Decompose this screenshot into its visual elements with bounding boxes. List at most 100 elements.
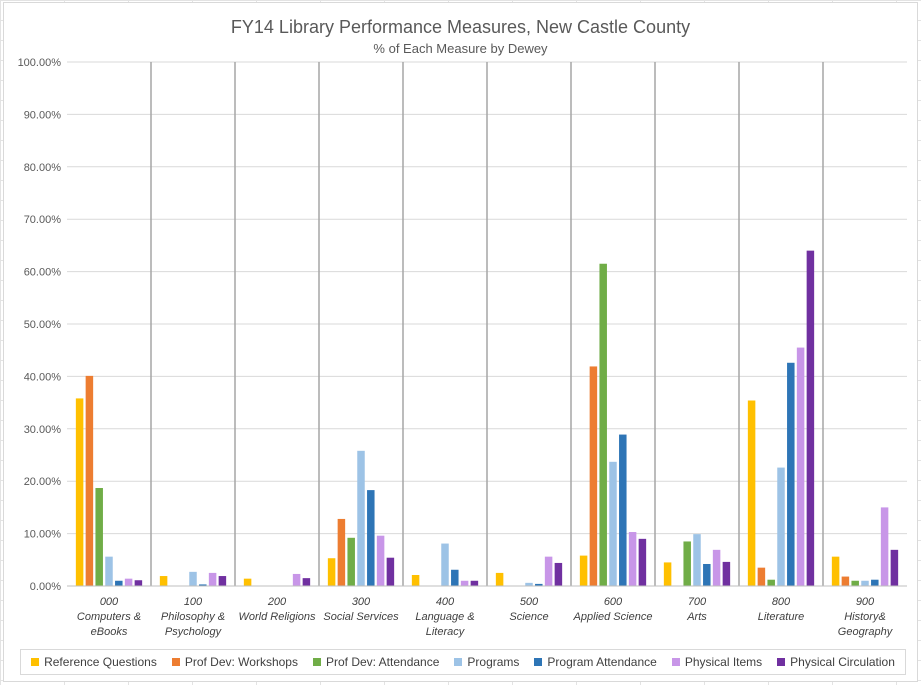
- bar: [411, 574, 420, 586]
- bar: [85, 375, 94, 586]
- x-tick-label: Computers &: [77, 611, 141, 623]
- bar: [451, 569, 459, 586]
- bar: [851, 580, 859, 586]
- bar: [579, 555, 588, 586]
- x-tick-label: Literature: [758, 611, 804, 623]
- bar: [663, 562, 672, 586]
- bar: [525, 582, 533, 586]
- bar: [105, 556, 113, 586]
- bar: [470, 580, 479, 586]
- x-tick-label: 000: [100, 596, 119, 608]
- y-tick-label: 0.00%: [30, 581, 61, 593]
- chart-title: FY14 Library Performance Measures, New C…: [230, 17, 691, 37]
- legend-item: Physical Circulation: [777, 655, 895, 669]
- bar: [327, 558, 336, 586]
- bar: [544, 556, 553, 586]
- legend-label: Physical Circulation: [790, 655, 895, 669]
- legend-swatch: [171, 658, 180, 666]
- x-tick-label: 500: [520, 596, 539, 608]
- legend-label: Physical Items: [684, 655, 763, 669]
- bar: [208, 572, 217, 586]
- bar: [880, 507, 889, 586]
- x-tick-label: Geography: [838, 626, 894, 638]
- legend-label: Program Attendance: [547, 655, 657, 669]
- legend-item: Programs: [454, 655, 519, 669]
- bar: [599, 263, 607, 586]
- bar: [712, 549, 721, 586]
- x-tick-label: 100: [184, 596, 203, 608]
- y-tick-label: 70.00%: [24, 214, 62, 226]
- legend-swatch: [777, 658, 786, 666]
- x-tick-label: eBooks: [91, 626, 128, 638]
- x-tick-label: 600: [604, 596, 623, 608]
- x-tick-label: 700: [688, 596, 707, 608]
- bar: [796, 347, 805, 586]
- bar: [890, 549, 899, 586]
- y-tick-label: 20.00%: [24, 476, 62, 488]
- bar: [831, 556, 840, 586]
- legend-label: Reference Questions: [44, 655, 157, 669]
- plot-area: 0.00% 10.00% 20.00% 30.00% 40.00% 50.00% 60.00…: [18, 57, 907, 638]
- x-tick-label: Philosophy &: [161, 611, 225, 623]
- y-tick-label: 60.00%: [24, 267, 62, 279]
- legend-swatch: [534, 658, 543, 666]
- y-tick-label: 100.00%: [18, 57, 62, 69]
- x-tick-label: 400: [436, 596, 455, 608]
- legend: Reference Questions Prof Dev: Workshops Pr…: [20, 649, 906, 675]
- bar: [554, 562, 563, 586]
- bar: [757, 567, 766, 586]
- x-tick-label: 300: [352, 596, 371, 608]
- legend-label: Prof Dev: Attendance: [325, 655, 440, 669]
- bar: [134, 580, 143, 586]
- legend-swatch: [454, 658, 463, 666]
- bar: [386, 557, 395, 586]
- bar: [609, 461, 617, 586]
- legend-item: Physical Items: [671, 655, 763, 669]
- bar: [189, 571, 197, 586]
- y-tick-label: 90.00%: [24, 109, 62, 121]
- x-tick-label: Social Services: [323, 611, 399, 623]
- bar: [347, 537, 355, 586]
- bar: [124, 578, 133, 586]
- chart-area[interactable]: FY14 Library Performance Measures, New C…: [3, 2, 918, 682]
- bar: [747, 400, 756, 586]
- x-tick-label: Literacy: [426, 626, 466, 638]
- bar: [292, 573, 301, 586]
- x-tick-label: Language &: [415, 611, 474, 623]
- legend-item: Prof Dev: Attendance: [312, 655, 440, 669]
- x-tick-label: World Religions: [238, 611, 316, 623]
- bar: [460, 580, 469, 586]
- legend-swatch: [671, 658, 680, 666]
- legend-item: Program Attendance: [534, 655, 657, 669]
- legend-swatch: [31, 658, 40, 666]
- y-tick-label: 80.00%: [24, 162, 62, 174]
- x-tick-label: History&: [844, 611, 886, 623]
- bar: [357, 450, 365, 586]
- x-tick-label: 900: [856, 596, 875, 608]
- bar: [159, 576, 168, 586]
- bar: [861, 580, 869, 586]
- bar: [787, 362, 795, 586]
- bar: [302, 578, 311, 586]
- y-tick-label: 30.00%: [24, 424, 62, 436]
- y-tick-label: 10.00%: [24, 529, 62, 541]
- legend-item: Reference Questions: [31, 655, 157, 669]
- bar: [199, 584, 207, 586]
- bar: [376, 535, 385, 586]
- x-tick-label: Science: [509, 611, 548, 623]
- x-tick-label: Applied Science: [573, 611, 653, 623]
- bar: [115, 580, 123, 586]
- bar: [441, 543, 449, 586]
- bar: [722, 561, 731, 586]
- bar: [218, 576, 227, 586]
- bar: [777, 467, 785, 586]
- bar: [683, 541, 691, 586]
- bar: [806, 250, 815, 586]
- bar: [337, 518, 346, 586]
- x-tick-label: Psychology: [165, 626, 223, 638]
- bar: [767, 579, 775, 586]
- bar: [703, 563, 711, 586]
- bar: [75, 398, 84, 586]
- x-tick-label: Arts: [686, 611, 707, 623]
- legend-label: Prof Dev: Workshops: [184, 655, 298, 669]
